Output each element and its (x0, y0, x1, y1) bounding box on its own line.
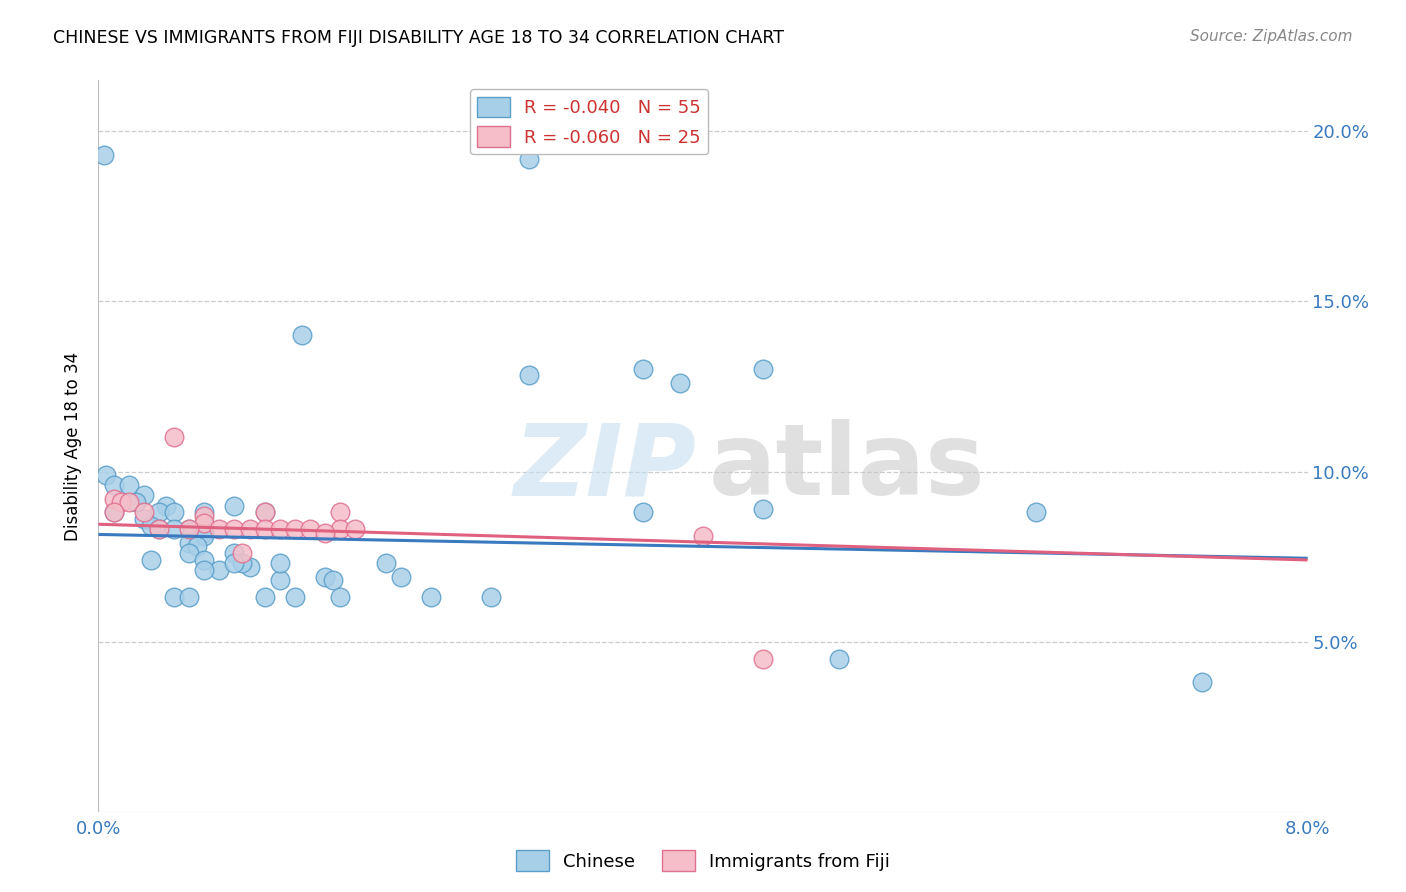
Point (329, 591, 352, 605)
Point (253, 522, 276, 536)
Point (179, 522, 201, 536)
Point (186, 540, 208, 554)
Point (179, 591, 201, 605)
Point (752, 651, 775, 665)
Point (193, 529, 215, 543)
Point (1191, 675, 1213, 690)
Point (481, 591, 503, 605)
Point (269, 557, 291, 571)
Point (118, 495, 141, 509)
Point (752, 502, 775, 516)
Point (132, 488, 155, 502)
Legend: Chinese, Immigrants from Fiji: Chinese, Immigrants from Fiji (509, 843, 897, 879)
Text: CHINESE VS IMMIGRANTS FROM FIJI DISABILITY AGE 18 TO 34 CORRELATION CHART: CHINESE VS IMMIGRANTS FROM FIJI DISABILI… (53, 29, 785, 46)
Point (631, 362, 654, 376)
Point (329, 522, 352, 536)
Point (828, 651, 851, 665)
Point (389, 570, 412, 584)
Point (517, 152, 540, 166)
Point (291, 328, 314, 343)
Point (155, 499, 177, 513)
Point (692, 529, 714, 543)
Point (329, 505, 352, 519)
Point (163, 430, 186, 444)
Point (224, 522, 246, 536)
Point (132, 505, 155, 519)
Point (517, 368, 540, 382)
Point (103, 505, 125, 519)
Point (208, 563, 231, 577)
Point (299, 522, 322, 536)
Point (314, 525, 336, 540)
Point (224, 546, 246, 560)
Point (669, 376, 692, 390)
Point (231, 557, 253, 571)
Point (239, 559, 262, 574)
Y-axis label: Disability Age 18 to 34: Disability Age 18 to 34 (65, 351, 83, 541)
Point (179, 536, 201, 550)
Point (103, 505, 125, 519)
Text: ZIP: ZIP (515, 419, 697, 516)
Point (253, 591, 276, 605)
Text: atlas: atlas (709, 419, 986, 516)
Point (269, 522, 291, 536)
Point (103, 478, 125, 492)
Point (94, 467, 117, 482)
Point (239, 522, 262, 536)
Point (631, 505, 654, 519)
Point (103, 491, 125, 506)
Point (163, 505, 186, 519)
Point (374, 557, 396, 571)
Point (193, 516, 215, 530)
Point (110, 495, 132, 509)
Point (224, 499, 246, 513)
Point (208, 522, 231, 536)
Point (125, 495, 148, 509)
Point (253, 505, 276, 519)
Point (253, 505, 276, 519)
Point (179, 546, 201, 560)
Point (322, 574, 344, 588)
Point (141, 553, 163, 567)
Point (193, 553, 215, 567)
Point (269, 574, 291, 588)
Point (132, 512, 155, 526)
Point (284, 591, 307, 605)
Text: Source: ZipAtlas.com: Source: ZipAtlas.com (1189, 29, 1353, 44)
Point (193, 505, 215, 519)
Point (93, 148, 115, 162)
Point (118, 478, 141, 492)
Point (193, 525, 215, 540)
Point (314, 570, 336, 584)
Point (148, 522, 170, 536)
Point (1025, 505, 1047, 519)
Point (420, 591, 443, 605)
Point (141, 519, 163, 533)
Point (163, 591, 186, 605)
Point (752, 362, 775, 376)
Point (344, 522, 367, 536)
Point (231, 546, 253, 560)
Legend: R = -0.040   N = 55, R = -0.060   N = 25: R = -0.040 N = 55, R = -0.060 N = 25 (470, 89, 709, 154)
Point (224, 557, 246, 571)
Point (193, 508, 215, 523)
Point (148, 505, 170, 519)
Point (148, 522, 170, 536)
Point (163, 522, 186, 536)
Point (284, 522, 307, 536)
Point (179, 522, 201, 536)
Point (193, 563, 215, 577)
